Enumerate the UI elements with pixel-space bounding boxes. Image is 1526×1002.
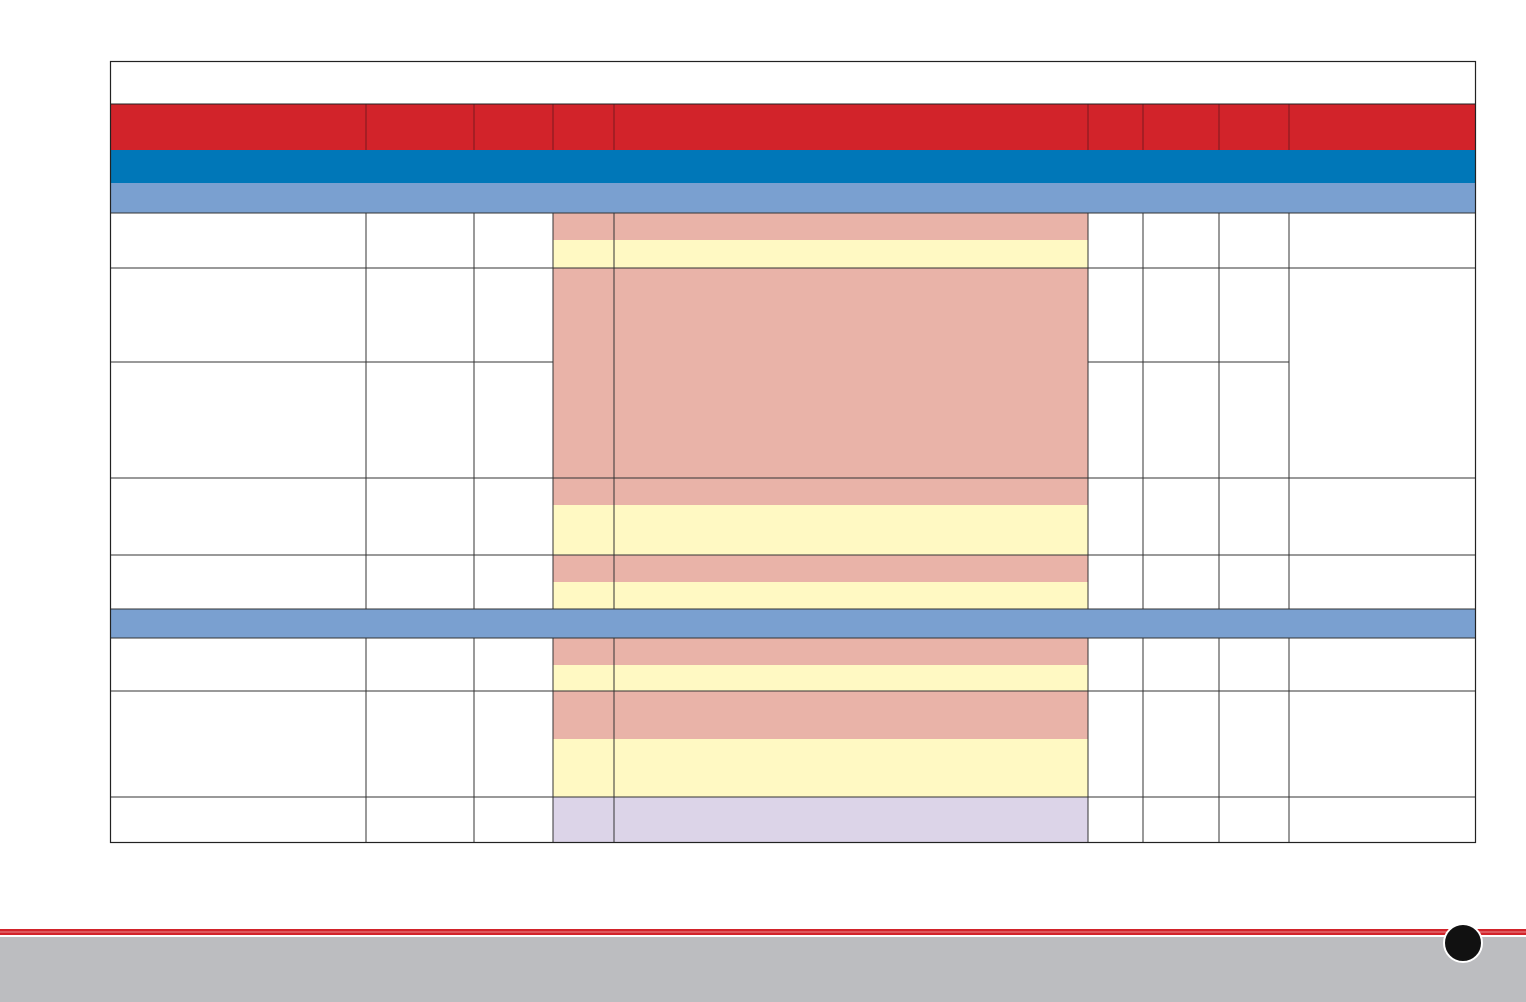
cell-fill: [553, 268, 1088, 478]
section-row: [110, 150, 1476, 183]
cell-fill: [553, 665, 1088, 691]
cell-fill: [553, 505, 1088, 555]
cell-fill: [553, 638, 1088, 665]
page-badge: [1443, 923, 1483, 963]
cell-fill: [553, 240, 1088, 268]
cell-fill: [553, 739, 1088, 797]
cell-fill: [553, 582, 1088, 609]
cell-fill: [553, 555, 1088, 582]
group-row: [110, 183, 1476, 213]
cell-fill: [553, 213, 1088, 240]
footer-band: [0, 937, 1526, 1002]
cell-fill: [553, 478, 1088, 505]
group-row: [110, 609, 1476, 638]
table-frame: [109, 60, 1477, 844]
cell-fill: [553, 691, 1088, 739]
header-row: [110, 104, 1476, 150]
cell-fill: [553, 797, 1088, 843]
